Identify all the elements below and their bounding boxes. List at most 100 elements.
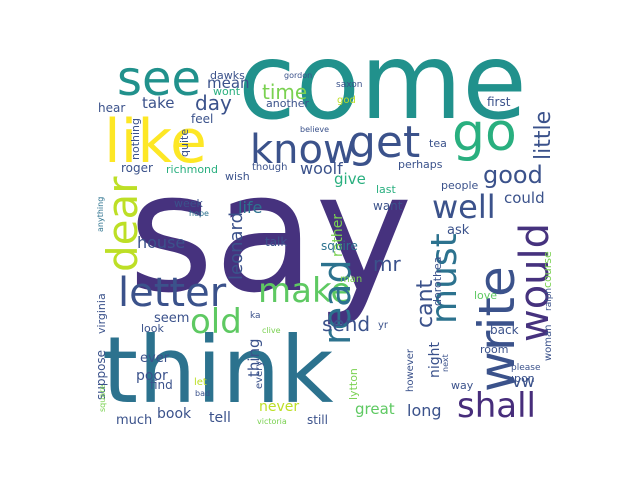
cloud-word: letter: [118, 270, 227, 316]
cloud-word: poor: [136, 368, 168, 384]
cloud-word: thing: [245, 338, 263, 377]
cloud-word: feel: [191, 112, 213, 126]
cloud-word: long: [407, 401, 442, 420]
cloud-word: anything: [96, 197, 105, 232]
cloud-word: tell: [209, 410, 231, 426]
cloud-word: lytton: [347, 368, 360, 400]
cloud-word: love: [474, 289, 497, 302]
cloud-word: ask: [447, 223, 470, 238]
cloud-word: another: [266, 97, 309, 110]
cloud-word: suppose: [94, 350, 108, 400]
cloud-word: vw: [512, 372, 535, 391]
cloud-word: week: [174, 197, 204, 210]
cloud-word: yr: [378, 320, 389, 331]
cloud-word: last: [376, 183, 397, 196]
cloud-word: ralph: [544, 288, 554, 311]
cloud-word: richmond: [166, 163, 218, 176]
cloud-word: next: [441, 354, 450, 372]
cloud-word: would: [512, 223, 558, 342]
cloud-word: mean: [207, 74, 250, 92]
cloud-word: back: [490, 323, 519, 337]
cloud-word: ever: [140, 351, 170, 366]
cloud-word: must: [424, 233, 465, 324]
cloud-word: could: [504, 189, 545, 207]
cloud-word: please: [511, 363, 541, 373]
cloud-word: mr: [373, 252, 401, 276]
cloud-word: day: [195, 91, 232, 115]
cloud-word: book: [157, 406, 192, 422]
cloud-word: man: [340, 274, 362, 285]
cloud-word: life: [238, 198, 262, 217]
cloud-word: house: [137, 233, 185, 252]
cloud-word: night: [427, 341, 443, 378]
cloud-word: hope: [189, 209, 209, 218]
cloud-word: leonard: [226, 212, 247, 280]
cloud-word: every: [254, 361, 265, 389]
cloud-word: talk: [265, 235, 287, 249]
cloud-word: well: [432, 188, 496, 226]
cloud-word: like: [104, 107, 207, 177]
cloud-word: know: [250, 127, 356, 173]
cloud-word: saxon: [336, 80, 362, 90]
cloud-word: however: [405, 348, 416, 392]
cloud-word: cant: [413, 279, 438, 328]
cloud-word: never: [259, 399, 299, 415]
cloud-word: course: [541, 251, 554, 288]
cloud-word: way: [451, 379, 474, 392]
cloud-word: clive: [262, 326, 281, 335]
cloud-word: wont: [213, 85, 241, 98]
cloud-word: old: [190, 302, 242, 342]
cloud-word: see: [117, 51, 201, 107]
cloud-word: give: [334, 170, 366, 188]
cloud-word: read: [315, 259, 359, 345]
cloud-word: come: [238, 21, 527, 143]
cloud-word: dear: [98, 176, 147, 272]
cloud-word: write: [468, 266, 526, 392]
cloud-word: shall: [457, 386, 536, 426]
cloud-word: go: [452, 103, 517, 163]
cloud-word: gordon: [284, 71, 312, 80]
cloud-word: squire: [321, 239, 358, 253]
cloud-word: make: [258, 271, 351, 311]
cloud-word: tea: [429, 137, 447, 150]
cloud-word: let: [194, 377, 207, 388]
cloud-word: send: [322, 312, 370, 336]
cloud-word: upon: [507, 372, 535, 385]
cloud-word: look: [141, 322, 165, 335]
cloud-word: much: [116, 413, 152, 428]
cloud-word: though: [252, 162, 287, 173]
cloud-word: great: [355, 400, 395, 418]
cloud-word: time: [262, 80, 307, 104]
cloud-word: good: [483, 161, 543, 189]
cloud-word: perhaps: [398, 158, 443, 171]
cloud-word: virginia: [95, 293, 108, 334]
cloud-word: quite: [178, 129, 191, 157]
cloud-word: woolf: [300, 159, 343, 178]
cloud-word: get: [348, 117, 420, 168]
cloud-word: god: [337, 95, 356, 106]
cloud-word: think: [102, 317, 334, 424]
cloud-word: take: [142, 94, 174, 112]
cloud-word: believe: [300, 125, 329, 134]
cloud-word: still: [307, 413, 328, 427]
cloud-word: want: [373, 199, 403, 213]
cloud-word: little: [531, 111, 556, 160]
cloud-word: room: [480, 343, 508, 356]
cloud-word: dorothea: [431, 256, 444, 306]
cloud-word: wish: [225, 170, 250, 183]
cloud-word: woman: [543, 324, 554, 361]
cloud-word: people: [441, 179, 479, 192]
cloud-word: hear: [98, 101, 125, 115]
cloud-word: victoria: [257, 417, 287, 426]
cloud-word: dawks: [210, 69, 245, 82]
cloud-word: bad: [195, 389, 210, 398]
cloud-word: find: [150, 378, 173, 392]
cloud-word: say: [128, 137, 413, 329]
cloud-word: roger: [121, 161, 153, 175]
cloud-word: nothing: [129, 118, 142, 160]
cloud-word: ka: [250, 311, 261, 321]
cloud-word: seem: [154, 311, 189, 326]
cloud-word: rather: [330, 214, 346, 257]
cloud-word: square: [98, 385, 107, 412]
